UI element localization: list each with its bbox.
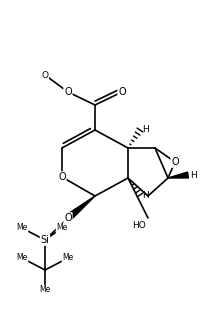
- Text: H: H: [142, 191, 149, 199]
- Text: Me: Me: [39, 285, 51, 295]
- Text: O: O: [171, 157, 179, 167]
- Text: O: O: [58, 172, 66, 182]
- Text: H: H: [190, 170, 197, 180]
- Text: O: O: [118, 87, 126, 97]
- Text: Me: Me: [56, 223, 68, 232]
- Text: Me: Me: [62, 253, 74, 263]
- Text: Si: Si: [41, 235, 49, 245]
- Text: O: O: [41, 71, 49, 79]
- Polygon shape: [168, 172, 188, 178]
- Polygon shape: [66, 196, 95, 221]
- Text: Me: Me: [16, 223, 28, 232]
- Text: Me: Me: [16, 253, 28, 263]
- Text: H: H: [142, 126, 149, 134]
- Text: HO: HO: [132, 221, 146, 230]
- Text: O: O: [64, 87, 72, 97]
- Text: O: O: [64, 213, 72, 223]
